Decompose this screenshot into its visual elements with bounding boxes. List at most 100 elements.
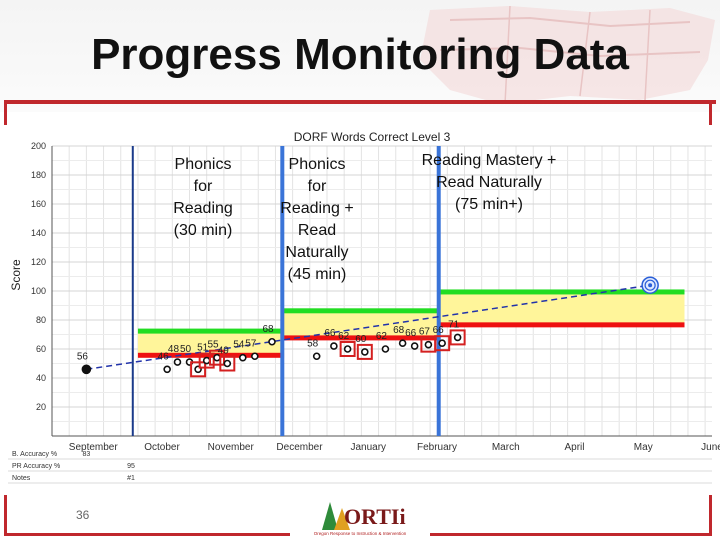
phase-label-line: Read xyxy=(298,222,336,239)
phase-label-1: Phonics for Reading (30 min) xyxy=(173,156,233,239)
y-tick-label: 80 xyxy=(36,315,46,325)
x-tick-label: October xyxy=(144,442,180,453)
y-tick-label: 40 xyxy=(36,373,46,383)
data-point xyxy=(453,333,462,342)
phase-label-line: for xyxy=(194,178,213,195)
chart-title: DORF Words Correct Level 3 xyxy=(294,130,451,144)
data-label: 48 xyxy=(168,344,180,355)
benchmark-red-line xyxy=(437,322,685,328)
table-row-label: Notes xyxy=(12,475,31,482)
data-point xyxy=(381,345,390,353)
data-point xyxy=(424,340,433,349)
data-label: 67 xyxy=(419,327,431,338)
data-point xyxy=(398,339,407,347)
data-point xyxy=(163,365,171,374)
table-row-label: B. Accuracy % xyxy=(12,451,57,458)
benchmark-green-line xyxy=(437,289,685,295)
data-label: 51 xyxy=(197,343,209,354)
aimline xyxy=(86,276,659,371)
phase-label-line: (30 min) xyxy=(174,222,233,239)
x-tick-label: September xyxy=(69,442,119,453)
data-point xyxy=(438,339,446,347)
phase-label-line: Naturally xyxy=(285,244,348,261)
data-label: 50 xyxy=(180,344,192,355)
y-tick-label: 160 xyxy=(31,199,46,209)
point-box xyxy=(198,352,215,369)
y-tick-label: 120 xyxy=(31,257,46,267)
x-tick-label: June xyxy=(701,442,720,453)
phase-label-line: (45 min) xyxy=(288,266,347,283)
data-label: 56 xyxy=(77,351,89,362)
map-watermark-icon xyxy=(420,5,715,105)
x-tick-label: January xyxy=(350,442,386,453)
x-tick-label: May xyxy=(634,442,653,453)
data-point xyxy=(202,356,211,365)
phase-label-line: Read Naturally xyxy=(436,174,542,191)
x-tick-label: April xyxy=(564,442,584,453)
data-label: 60 xyxy=(355,334,367,345)
data-label: 66 xyxy=(324,328,336,339)
data-label: 62 xyxy=(338,331,350,342)
y-tick-label: 20 xyxy=(36,402,46,412)
phase-label-line: Phonics xyxy=(289,156,346,173)
logo-subtext: Oregon Response to Instruction & Interve… xyxy=(314,531,407,536)
benchmark-green-line xyxy=(284,308,437,314)
data-point xyxy=(268,337,276,346)
point-box xyxy=(339,341,356,357)
x-tick-label: March xyxy=(492,442,520,453)
data-label: 57 xyxy=(245,338,257,349)
data-label: 66 xyxy=(433,325,445,336)
data-point xyxy=(361,348,369,356)
data-label: 71 xyxy=(448,319,460,330)
y-tick-label: 180 xyxy=(31,170,46,180)
y-tick-label: 200 xyxy=(31,141,46,151)
phase-label-line: Reading + xyxy=(280,200,353,217)
phase-label-2: Phonics for Reading + Read Naturally (45 min) xyxy=(280,156,353,283)
data-label: 49 xyxy=(218,346,230,357)
y-axis-label: Score xyxy=(9,259,23,291)
data-table: B. Accuracy % 83 PR Accuracy % 95 Notes #1 xyxy=(8,451,712,484)
benchmark-band-fill xyxy=(437,292,685,325)
phase-label-line: (75 min+) xyxy=(455,196,523,213)
data-point xyxy=(223,359,232,368)
data-point xyxy=(251,352,259,361)
benchmark-band-fill xyxy=(137,331,285,355)
phase-label-line: Phonics xyxy=(175,156,232,173)
chart-axes: 20 40 60 80 100 120 140 160 180 200 September Octob… xyxy=(31,141,720,453)
data-point xyxy=(312,352,321,361)
data-point xyxy=(81,364,92,375)
benchmark-red-line xyxy=(284,335,437,341)
phase-label-line: for xyxy=(308,178,327,195)
point-box xyxy=(190,361,207,378)
phase-lines xyxy=(131,146,441,436)
benchmark-green-line xyxy=(137,328,285,334)
data-label: 66 xyxy=(405,328,417,339)
table-row-label: PR Accuracy % xyxy=(12,463,60,470)
page-number: 36 xyxy=(76,508,90,522)
slide-title: Progress Monitoring Data xyxy=(91,30,629,79)
y-tick-label: 60 xyxy=(36,344,46,354)
point-box xyxy=(209,349,225,366)
benchmark-band-fill xyxy=(284,311,437,338)
table-cell: 95 xyxy=(127,463,135,470)
goal-target-center xyxy=(648,283,653,288)
point-box xyxy=(449,329,466,346)
data-label: 55 xyxy=(207,340,219,351)
phase-label-3: Reading Mastery + Read Naturally (75 min+) xyxy=(422,152,557,213)
point-box xyxy=(219,355,236,372)
phase-label-line: Reading Mastery + xyxy=(422,152,557,169)
progress-chart: 20 40 60 80 100 120 140 160 180 200 September Octob… xyxy=(0,125,720,495)
phase-label-line: Reading xyxy=(173,200,233,217)
data-label: 68 xyxy=(262,324,274,335)
data-point xyxy=(173,358,182,366)
data-label: 46 xyxy=(158,351,170,362)
point-box xyxy=(356,343,373,360)
point-box xyxy=(434,335,451,352)
y-tick-label: 140 xyxy=(31,228,46,238)
logo-text: ORTIi xyxy=(344,504,406,529)
data-label: 62 xyxy=(376,331,388,342)
data-label: 68 xyxy=(393,325,405,336)
data-label: 58 xyxy=(307,338,319,349)
